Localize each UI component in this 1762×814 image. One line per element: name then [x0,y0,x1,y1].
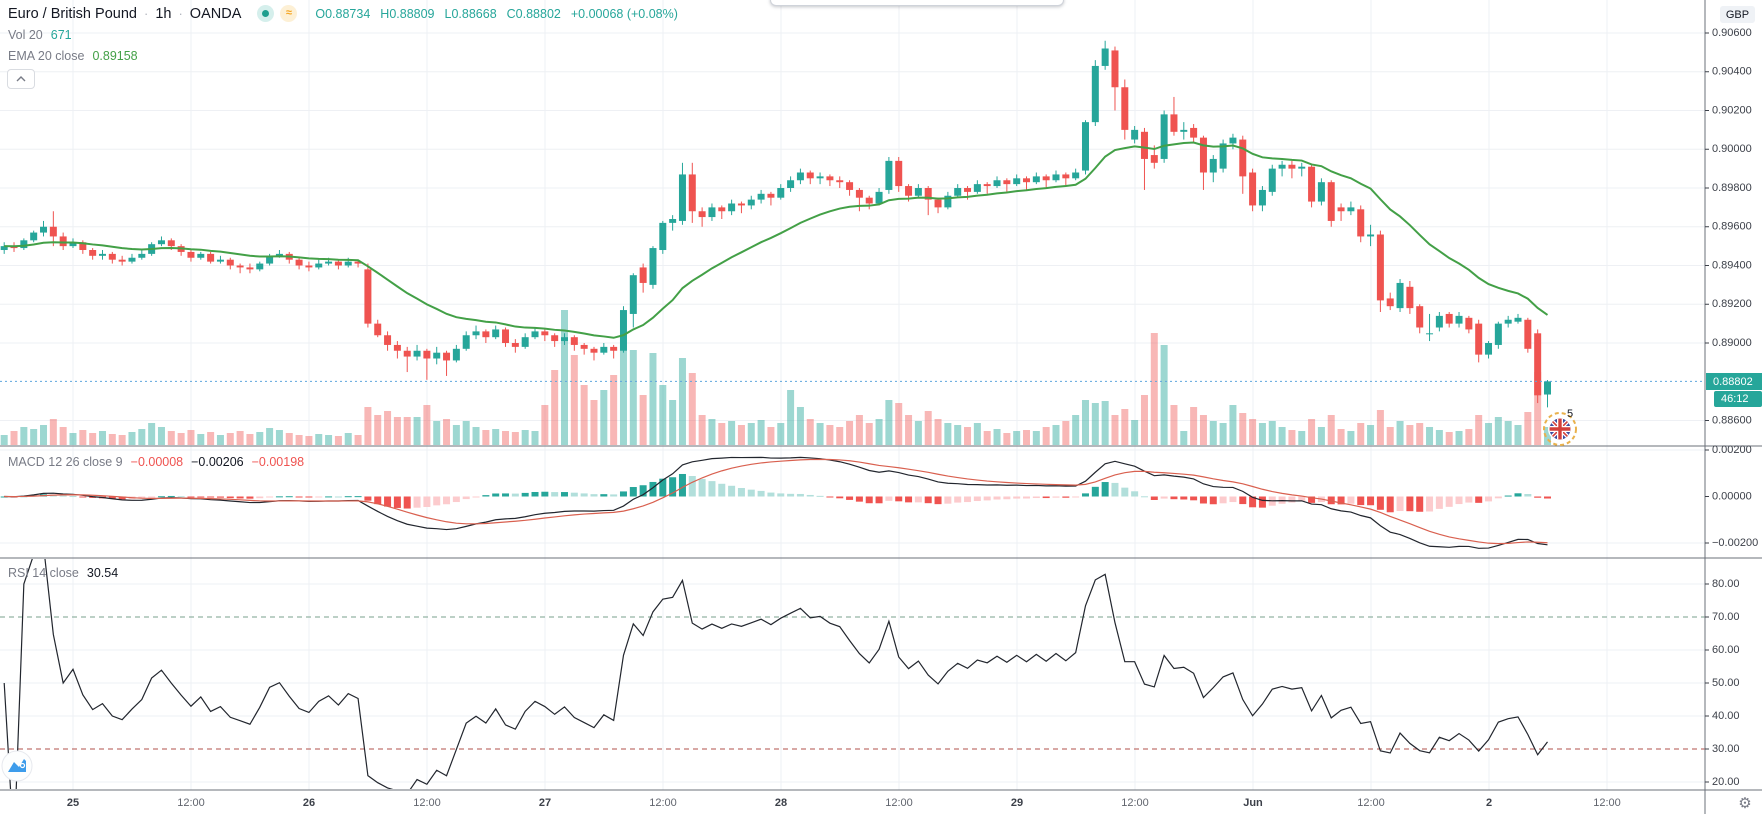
macd-label: MACD 12 26 close 9 [8,455,123,469]
rsi-label: RSI 14 close [8,566,79,580]
uk-flag-icon [1549,418,1571,440]
time-tick-label: 12:00 [1357,797,1385,809]
macd-line-value: −0.00206 [191,455,244,469]
exchange-label: OANDA [189,5,242,22]
gear-icon[interactable]: ⚙ [1738,795,1752,812]
volume-legend[interactable]: Vol 20 671 [8,28,72,42]
time-tick-label: 29 [1011,797,1023,809]
price-tick-label: 0.89000 [1712,337,1752,349]
price-tick-label: 0.89800 [1712,182,1752,194]
rsi-tick-label: 20.00 [1712,776,1740,788]
price-tick-label: 0.90600 [1712,27,1752,39]
tradingview-logo[interactable] [1,750,33,782]
macd-signal-value: −0.00198 [251,455,305,469]
volume-value: 671 [50,28,72,42]
symbol-title[interactable]: Euro / British Pound [8,5,137,22]
legend-collapse-button[interactable] [7,69,35,89]
rsi-tick-label: 80.00 [1712,578,1740,590]
price-tick-label: 0.89600 [1712,221,1752,233]
rsi-tick-label: 40.00 [1712,710,1740,722]
time-tick-label: 26 [303,797,315,809]
event-count-label: 5 [1567,408,1573,420]
price-tick-label: 0.89200 [1712,298,1752,310]
symbol-legend-row[interactable]: Euro / British Pound · 1h · OANDA ≈ O0.8… [8,5,678,22]
volume-bars [0,310,1551,445]
price-tick-label: 0.88600 [1712,414,1752,426]
price-tick-label: 0.90200 [1712,104,1752,116]
ohlc-readout: O0.88734 H0.88809 L0.88668 C0.88802 +0.0… [315,7,678,21]
macd-hist-value: −0.00008 [130,455,184,469]
rsi-line [3,559,1548,789]
time-axis[interactable] [0,791,1705,814]
bar-countdown-badge: 46:12 [1714,391,1762,407]
ema-label: EMA 20 close [8,49,85,63]
separator: · [178,6,183,21]
currency-badge[interactable]: GBP [1720,6,1755,23]
time-tick-label: 12:00 [177,797,205,809]
rsi-legend[interactable]: RSI 14 close 30.54 [8,566,118,580]
volume-label: Vol 20 [8,28,43,42]
interval-label[interactable]: 1h [155,5,172,22]
price-tick-label: 0.90400 [1712,66,1752,78]
delayed-data-icon[interactable]: ≈ [280,5,298,22]
chevron-up-icon [16,76,26,82]
time-tick-label: 27 [539,797,551,809]
price-tick-label: 0.89400 [1712,259,1752,271]
rsi-tick-label: 70.00 [1712,611,1740,623]
macd-tick-label: 0.00200 [1712,444,1752,456]
macd-tick-label: 0.00000 [1712,490,1752,502]
market-status-icon[interactable] [257,5,275,22]
separator: · [143,6,149,21]
close-value: C0.88802 [506,6,561,21]
time-tick-label: 12:00 [413,797,441,809]
economic-event-marker[interactable]: 5 [1543,408,1577,446]
time-tick-label: 12:00 [885,797,913,809]
ema-legend[interactable]: EMA 20 close 0.89158 [8,49,138,63]
ema-value: 0.89158 [92,49,138,63]
low-value: L0.88668 [444,6,497,21]
rsi-tick-label: 60.00 [1712,644,1740,656]
macd-lines [4,456,1548,549]
last-price-badge: 0.88802 [1706,373,1762,390]
floating-toolbar-collapsed[interactable] [770,0,1064,6]
time-tick-label: 28 [775,797,787,809]
macd-legend[interactable]: MACD 12 26 close 9 −0.00008 −0.00206 −0.… [8,455,304,469]
rsi-tick-label: 50.00 [1712,677,1740,689]
time-tick-label: 2 [1486,797,1492,809]
time-tick-label: 12:00 [649,797,677,809]
candles [0,40,1551,408]
rsi-tick-label: 30.00 [1712,743,1740,755]
time-tick-label: 25 [67,797,79,809]
rsi-value: 30.54 [86,566,119,580]
ema-line [4,141,1549,339]
macd-histogram [0,473,1551,513]
change-value: +0.00068 (+0.08%) [570,6,678,21]
time-tick-label: 12:00 [1121,797,1149,809]
time-tick-label: Jun [1243,797,1263,809]
macd-tick-label: −0.00200 [1712,537,1758,549]
high-value: H0.88809 [380,6,435,21]
open-value: O0.88734 [315,6,371,21]
price-tick-label: 0.90000 [1712,143,1752,155]
time-tick-label: 12:00 [1593,797,1621,809]
